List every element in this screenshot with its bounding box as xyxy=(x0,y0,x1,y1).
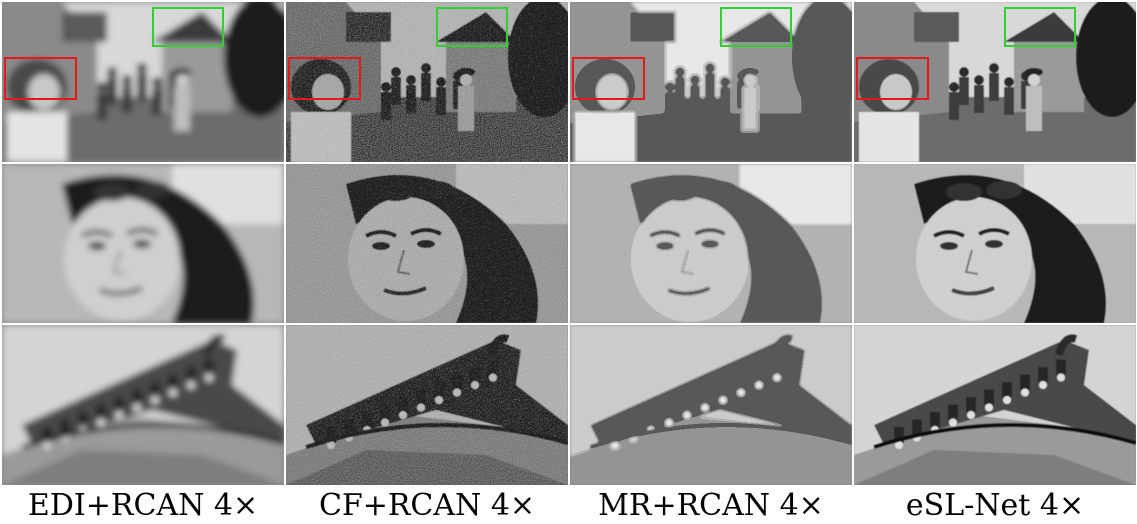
green-roi-box xyxy=(1004,7,1076,47)
panel-cf-red-zoom xyxy=(286,164,568,323)
panel-image-cf-red-zoom xyxy=(286,164,568,323)
panel-cf-full-scene xyxy=(286,2,568,162)
panel-image-edi-red-zoom xyxy=(2,164,284,323)
green-roi-box xyxy=(436,7,508,47)
panel-mr-full-scene xyxy=(570,2,852,162)
panel-esl-green-zoom xyxy=(854,325,1136,485)
caption-mr: MR+RCAN 4× xyxy=(598,488,824,523)
red-roi-box xyxy=(288,57,361,100)
green-roi-box xyxy=(720,7,792,47)
panel-image-esl-full-scene xyxy=(854,2,1136,162)
caption-cf: CF+RCAN 4× xyxy=(318,488,536,523)
panel-image-esl-green-zoom xyxy=(854,325,1136,485)
panel-image-edi-full-scene xyxy=(2,2,284,162)
panel-cf-green-zoom xyxy=(286,325,568,485)
panel-image-mr-red-zoom xyxy=(570,164,852,323)
caption-edi: EDI+RCAN 4× xyxy=(27,488,259,523)
green-roi-box xyxy=(152,7,224,47)
panel-esl-red-zoom xyxy=(854,164,1136,323)
panel-image-cf-green-zoom xyxy=(286,325,568,485)
panel-image-mr-full-scene xyxy=(570,2,852,162)
panel-edi-green-zoom xyxy=(2,325,284,485)
panel-image-esl-red-zoom xyxy=(854,164,1136,323)
panel-image-mr-green-zoom xyxy=(570,325,852,485)
panel-image-cf-full-scene xyxy=(286,2,568,162)
panel-edi-red-zoom xyxy=(2,164,284,323)
red-roi-box xyxy=(572,57,645,100)
panel-esl-full-scene xyxy=(854,2,1136,162)
panel-mr-red-zoom xyxy=(570,164,852,323)
red-roi-box xyxy=(4,57,77,100)
panel-edi-full-scene xyxy=(2,2,284,162)
red-roi-box xyxy=(856,57,929,100)
panel-image-edi-green-zoom xyxy=(2,325,284,485)
panel-mr-green-zoom xyxy=(570,325,852,485)
caption-esl: eSL-Net 4× xyxy=(905,488,1085,523)
